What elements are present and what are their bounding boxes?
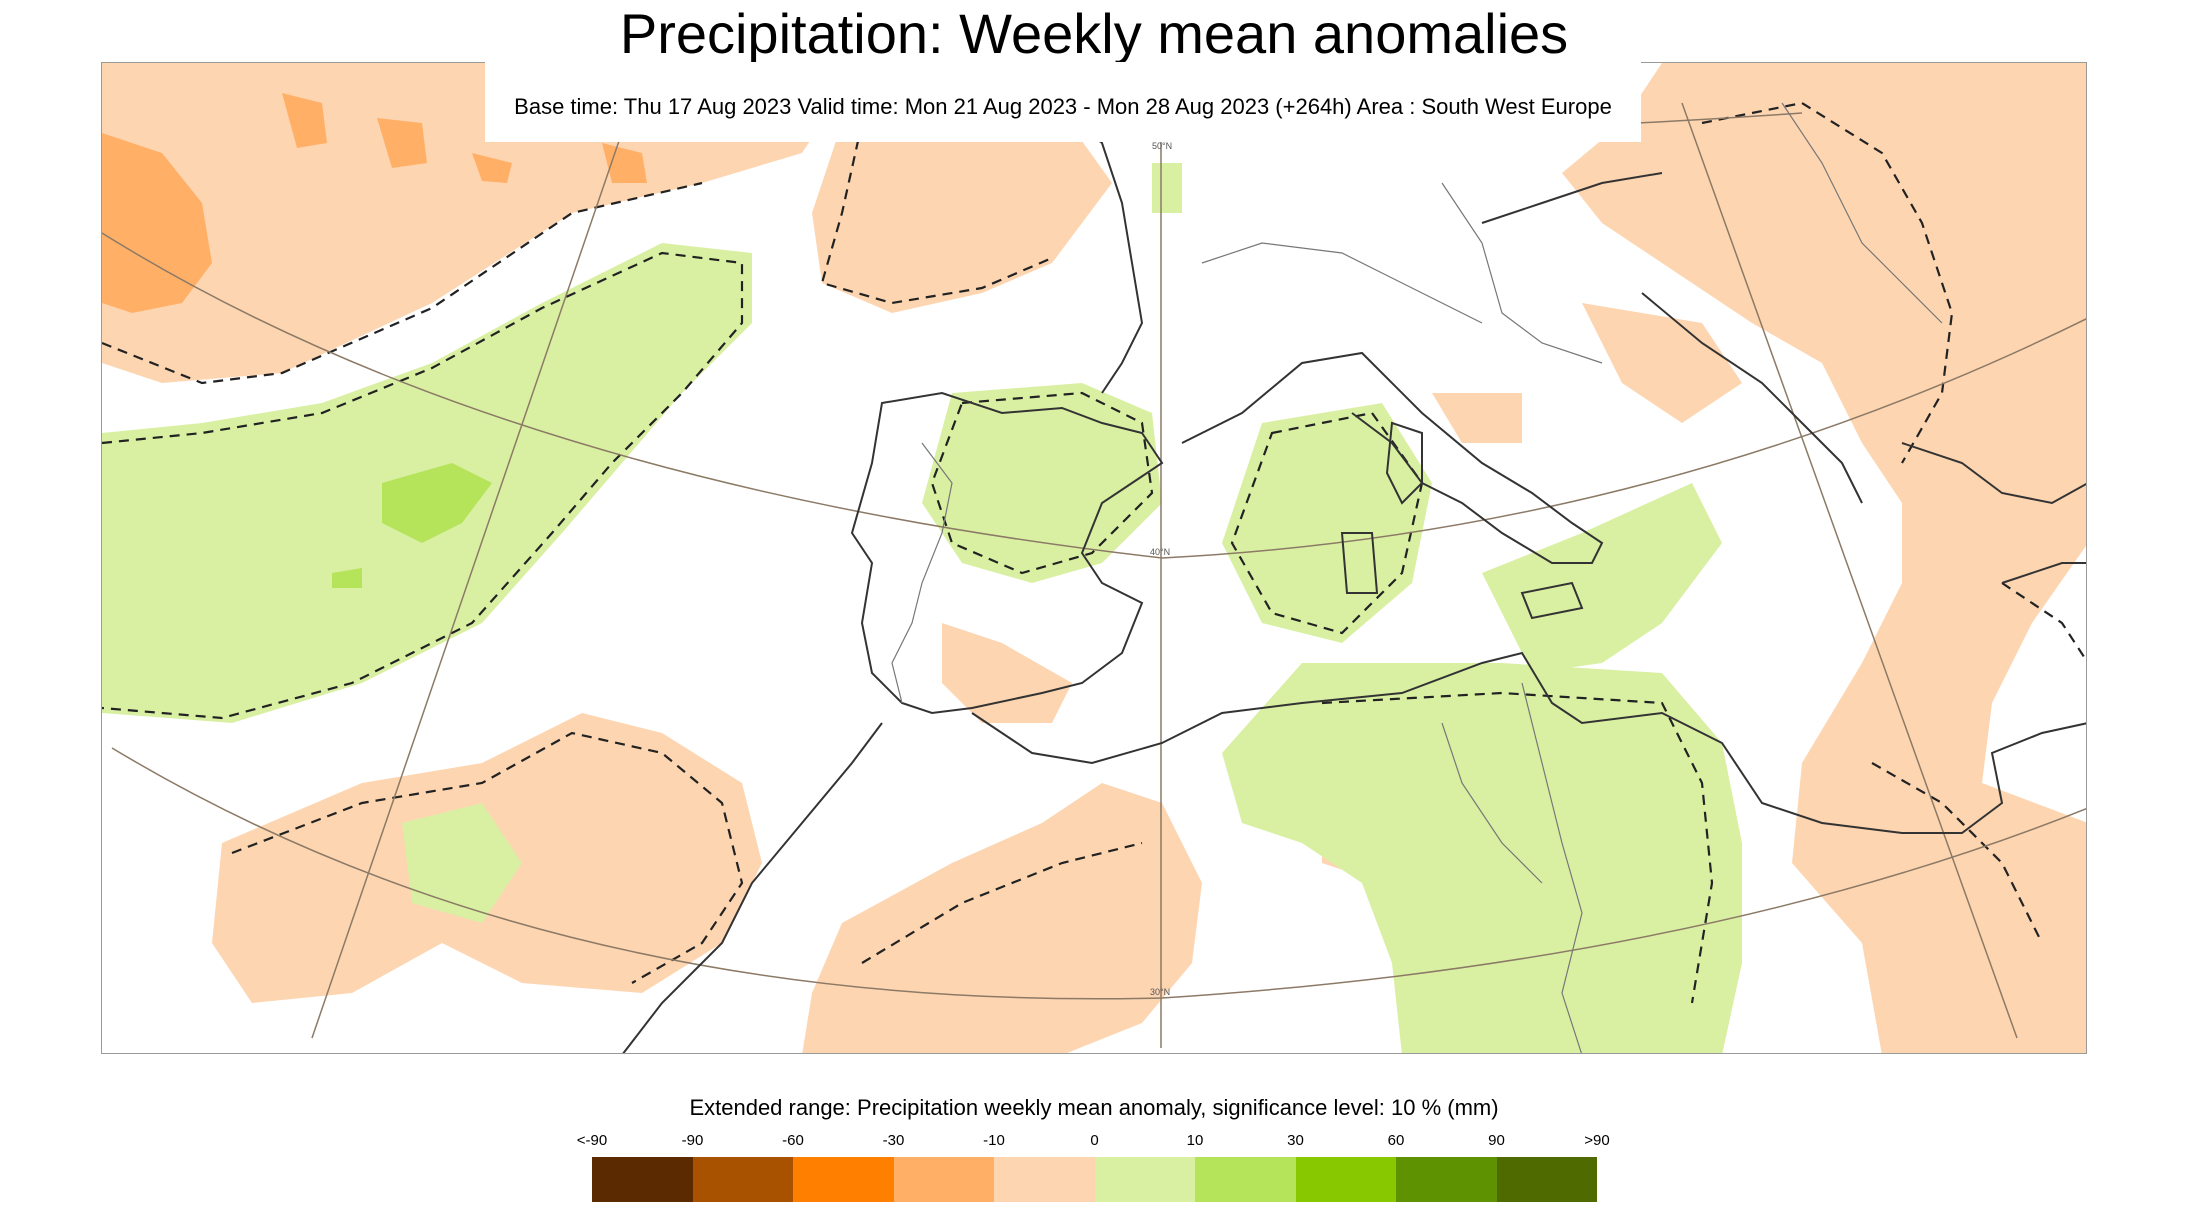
lat-label-40: 40°N [1150,547,1170,557]
legend-title: Extended range: Precipitation weekly mea… [689,1095,1499,1120]
legend-tick-label: >90 [1584,1132,1610,1149]
legend-swatch [592,1157,693,1202]
legend-swatch [1094,1157,1195,1202]
map-title: Precipitation: Weekly mean anomalies [619,2,1569,65]
legend-tick-label: -90 [681,1132,704,1149]
legend-swatch [1496,1157,1597,1202]
legend-swatch [793,1157,894,1202]
legend-tick-label: -10 [983,1132,1005,1149]
lat-label-50: 50°N [1152,141,1172,151]
legend-swatch [1396,1157,1497,1202]
positive-anomaly-areas [102,163,1742,1053]
coastlines [622,112,2086,1053]
legend-tick-label: <-90 [576,1132,608,1149]
map-panel: 50°N 40°N 30°N [101,62,2087,1054]
map-subtitle: Base time: Thu 17 Aug 2023 Valid time: M… [514,94,1612,119]
legend-tick-label: 10 [1186,1132,1204,1149]
map-canvas: 50°N 40°N 30°N [102,63,2086,1053]
legend-swatch [1195,1157,1296,1202]
borders [891,102,1943,1053]
strong-negative-areas [102,93,647,313]
legend-tick-label: -60 [782,1132,804,1149]
legend-tick-label: -30 [882,1132,905,1149]
significance-contours [102,101,2086,1004]
legend-swatch [893,1157,994,1202]
legend-tick-label: 60 [1387,1132,1405,1149]
legend-swatch [994,1157,1095,1202]
legend-colorbar [592,1157,1597,1202]
legend-swatch [692,1157,793,1202]
legend-tick-label: 30 [1287,1132,1304,1149]
legend-swatch [1295,1157,1396,1202]
legend-tick-label: 0 [1090,1132,1099,1149]
legend-tick-label: 90 [1488,1132,1505,1149]
strong-positive-areas [332,463,492,588]
lat-label-30: 30°N [1150,987,1170,997]
subtitle-box [485,62,1641,142]
